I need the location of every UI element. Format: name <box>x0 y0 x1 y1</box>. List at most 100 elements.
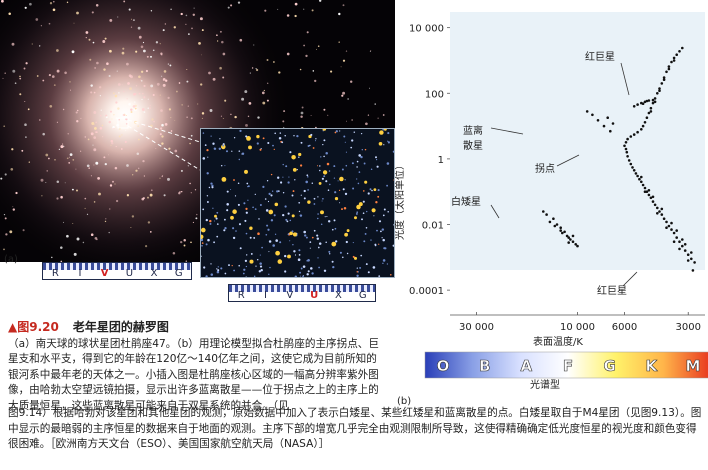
star <box>363 162 366 165</box>
star <box>64 182 66 184</box>
star <box>149 231 152 233</box>
star <box>327 114 329 116</box>
star <box>365 227 368 229</box>
star <box>133 92 136 96</box>
star <box>305 54 308 58</box>
star <box>373 215 375 217</box>
star <box>384 247 387 250</box>
data-point-white-dwarfs <box>567 241 570 244</box>
star <box>22 229 25 232</box>
star <box>239 129 242 133</box>
star <box>121 51 125 55</box>
star <box>351 162 354 165</box>
star <box>306 174 309 177</box>
star <box>206 148 209 152</box>
star <box>326 162 330 166</box>
star <box>309 247 311 249</box>
star <box>203 266 206 269</box>
star <box>217 269 220 272</box>
star <box>357 182 360 185</box>
star <box>226 190 229 193</box>
star <box>378 243 380 245</box>
star <box>48 22 51 25</box>
data-point-main-sequence <box>670 221 673 225</box>
star <box>382 259 386 262</box>
star <box>156 82 160 86</box>
star <box>134 107 137 110</box>
star <box>241 153 243 155</box>
star <box>311 9 314 12</box>
star <box>387 141 390 144</box>
star <box>356 267 358 269</box>
star <box>51 75 55 78</box>
star <box>274 233 277 235</box>
data-point-subgiant-and-giant-branch <box>662 76 666 79</box>
star <box>383 208 386 211</box>
star <box>104 37 107 40</box>
star <box>307 189 309 191</box>
star <box>12 208 15 211</box>
star <box>137 167 140 170</box>
star <box>53 84 56 86</box>
star <box>334 191 337 194</box>
star <box>256 258 259 261</box>
star <box>249 226 253 230</box>
star <box>93 148 97 152</box>
annotation-blue-stragglers: 蓝离散星 <box>463 124 483 152</box>
star <box>85 31 89 34</box>
star <box>202 157 206 160</box>
star <box>42 79 45 82</box>
star <box>362 200 365 203</box>
data-point-white-dwarfs <box>565 234 569 238</box>
star <box>113 92 115 95</box>
x-tick-label: 3000 <box>676 322 701 333</box>
figure-title: 老年星团的赫罗图 <box>72 320 169 334</box>
star <box>150 55 152 58</box>
star <box>294 179 296 181</box>
star <box>4 217 7 220</box>
star <box>91 11 94 14</box>
star <box>245 232 248 235</box>
star <box>318 181 322 185</box>
star <box>210 182 213 185</box>
data-point-white-dwarfs <box>559 226 562 229</box>
star <box>334 196 339 201</box>
star <box>358 154 361 157</box>
star <box>233 179 235 181</box>
star <box>140 45 144 49</box>
star <box>108 74 111 78</box>
star <box>271 190 274 192</box>
star <box>232 209 237 214</box>
data-point-main-sequence <box>683 249 687 252</box>
filter-letter: I <box>78 268 82 279</box>
data-point-main-sequence <box>634 172 638 175</box>
star <box>339 176 344 182</box>
star <box>282 191 285 194</box>
star <box>141 108 145 111</box>
star <box>316 234 319 237</box>
star <box>343 206 347 210</box>
star <box>160 52 163 55</box>
star <box>392 150 394 153</box>
data-point-main-sequence <box>643 190 647 193</box>
star <box>324 216 326 218</box>
star <box>365 263 368 266</box>
star <box>241 97 245 101</box>
data-point-white-dwarfs <box>574 243 577 246</box>
data-point-main-sequence <box>681 244 684 248</box>
star <box>334 131 337 134</box>
star <box>339 251 342 254</box>
star <box>62 221 65 223</box>
star <box>226 209 229 212</box>
star <box>268 209 274 215</box>
star <box>264 198 267 200</box>
star <box>92 144 94 146</box>
data-point-main-sequence <box>636 174 639 178</box>
star <box>53 0 55 3</box>
star <box>45 153 49 157</box>
star <box>311 236 314 239</box>
star <box>318 242 322 245</box>
star <box>188 33 190 35</box>
star <box>162 79 164 81</box>
star <box>102 136 104 138</box>
